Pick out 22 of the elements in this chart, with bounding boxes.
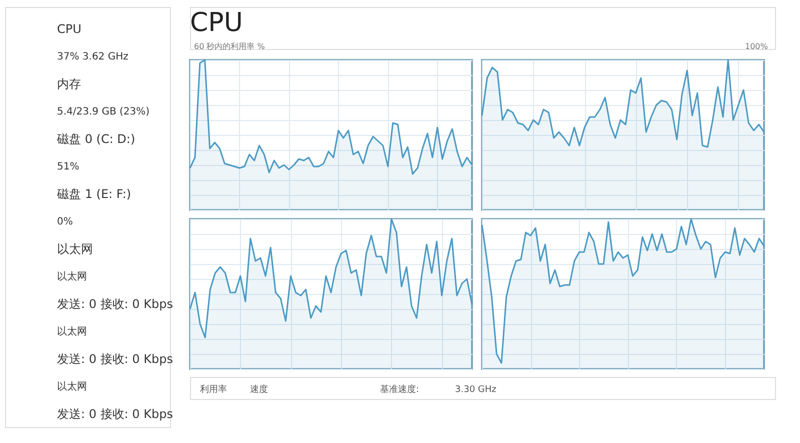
text: 以太网	[57, 270, 87, 282]
text: 内存	[57, 77, 81, 91]
text: 37% 3.62 GHz	[57, 52, 128, 62]
text: CPU	[190, 8, 243, 38]
text: 基准速度:	[380, 384, 420, 395]
text: 以太网	[57, 242, 93, 256]
text: 以太网	[57, 380, 87, 392]
text: 利用率	[200, 384, 227, 395]
text: 发送: 0 接收: 0 Kbps	[57, 297, 173, 311]
text: 发送: 0 接收: 0 Kbps	[57, 352, 173, 366]
text: 3.30 GHz	[455, 385, 497, 395]
text: 发送: 0 接收: 0 Kbps	[57, 407, 173, 421]
text: 以太网	[57, 326, 87, 338]
text: 100%	[745, 42, 768, 51]
text: CPU	[57, 22, 82, 36]
text: 速度	[250, 384, 268, 395]
text: 60 秒内的利用率 %	[194, 42, 266, 51]
text: 0%	[57, 216, 73, 228]
text: 5.4/23.9 GB (23%)	[57, 106, 150, 118]
text: 磁盘 0 (C: D:)	[56, 132, 136, 146]
text: 磁盘 1 (E: F:)	[56, 187, 132, 201]
text: 51%	[57, 162, 80, 172]
